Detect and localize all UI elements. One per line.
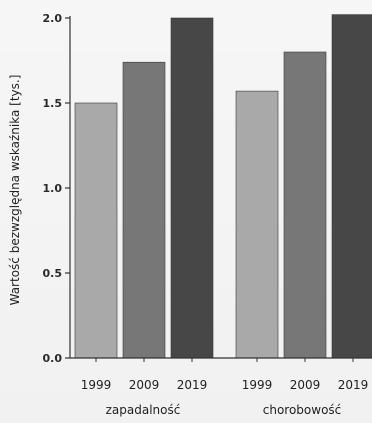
y-tick-label: 0.5 [43,267,63,280]
axes: 0.0 0.5 1.0 1.5 2.0 1999 2009 2019 zapadalność 19… [43,12,372,417]
bar-2009 [122,61,166,359]
x-category-label: 2019 [177,378,208,392]
y-axis-label: Wartość bezwzględna wskaźnika [tys.] [8,75,22,306]
x-category-label: 1999 [81,378,112,392]
x-category-label: 2009 [290,378,321,392]
x-category-label: 2019 [338,378,369,392]
bar-2019 [331,14,372,359]
y-tick-label: 0.0 [43,352,63,365]
bar-2019 [170,17,214,359]
x-category-label: 1999 [242,378,273,392]
group-label: zapadalność [106,403,181,417]
y-tick-label: 1.0 [43,182,63,195]
bar-1999 [74,102,118,359]
y-tick-label: 1.5 [43,97,63,110]
plot-area [74,14,372,359]
bar-2009 [283,51,327,359]
x-category-label: 2009 [129,378,160,392]
group-label: chorobowość [263,403,342,417]
y-tick-label: 2.0 [43,12,63,25]
bar-1999 [235,90,279,359]
